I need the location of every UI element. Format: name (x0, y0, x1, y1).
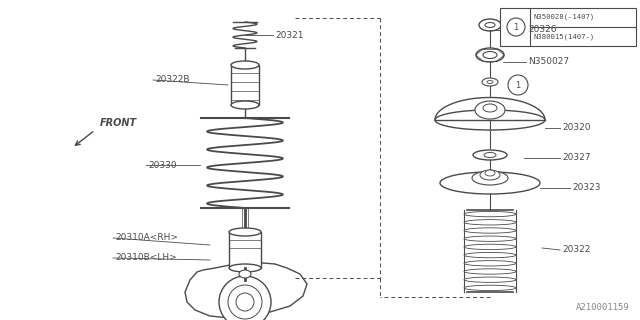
Text: N380015(1407-): N380015(1407-) (533, 34, 595, 40)
Ellipse shape (228, 285, 262, 319)
Ellipse shape (475, 101, 505, 119)
Ellipse shape (464, 244, 516, 250)
Ellipse shape (479, 19, 501, 31)
Text: 20327: 20327 (562, 154, 591, 163)
Ellipse shape (239, 270, 251, 278)
Text: 20330: 20330 (148, 161, 177, 170)
Text: N350028(-1407): N350028(-1407) (533, 14, 595, 20)
Ellipse shape (464, 277, 516, 282)
Bar (229, 232, 261, 268)
Ellipse shape (464, 228, 516, 233)
Ellipse shape (435, 110, 545, 130)
Ellipse shape (440, 172, 540, 194)
Text: 20326: 20326 (528, 26, 557, 35)
Ellipse shape (483, 52, 497, 59)
Text: 20322: 20322 (562, 245, 590, 254)
Circle shape (507, 18, 525, 36)
Text: 20322B: 20322B (155, 76, 189, 84)
Ellipse shape (485, 170, 495, 176)
Ellipse shape (464, 236, 516, 241)
Text: 1: 1 (513, 22, 518, 31)
Text: 20320: 20320 (562, 124, 591, 132)
Ellipse shape (484, 153, 496, 157)
Ellipse shape (464, 269, 516, 274)
Text: N350027: N350027 (528, 58, 569, 67)
Polygon shape (435, 98, 545, 120)
Ellipse shape (473, 150, 507, 160)
Text: 1: 1 (515, 81, 520, 90)
Ellipse shape (487, 81, 493, 84)
Text: FRONT: FRONT (100, 118, 137, 128)
Circle shape (508, 75, 528, 95)
Ellipse shape (485, 22, 495, 28)
Ellipse shape (236, 293, 254, 311)
Ellipse shape (229, 264, 261, 272)
Ellipse shape (464, 212, 516, 217)
Polygon shape (185, 263, 307, 318)
Ellipse shape (464, 220, 516, 225)
Bar (500, 8, 636, 46)
Text: 20310B<LH>: 20310B<LH> (115, 253, 177, 262)
Text: A210001159: A210001159 (576, 303, 630, 312)
Ellipse shape (483, 104, 497, 112)
Ellipse shape (231, 61, 259, 69)
Ellipse shape (482, 78, 498, 86)
Ellipse shape (464, 260, 516, 266)
Text: 20321: 20321 (275, 30, 303, 39)
Ellipse shape (464, 285, 516, 291)
Ellipse shape (231, 101, 259, 109)
Ellipse shape (219, 276, 271, 320)
Ellipse shape (229, 228, 261, 236)
Text: 20310A<RH>: 20310A<RH> (115, 234, 178, 243)
Ellipse shape (476, 48, 504, 62)
Text: 20323: 20323 (572, 183, 600, 193)
Ellipse shape (472, 171, 508, 185)
Ellipse shape (464, 252, 516, 258)
Bar (231, 65, 259, 105)
Ellipse shape (480, 170, 500, 180)
